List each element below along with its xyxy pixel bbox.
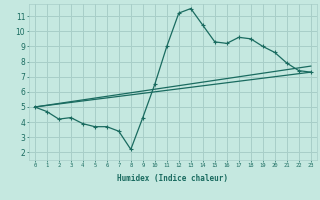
X-axis label: Humidex (Indice chaleur): Humidex (Indice chaleur) (117, 174, 228, 183)
